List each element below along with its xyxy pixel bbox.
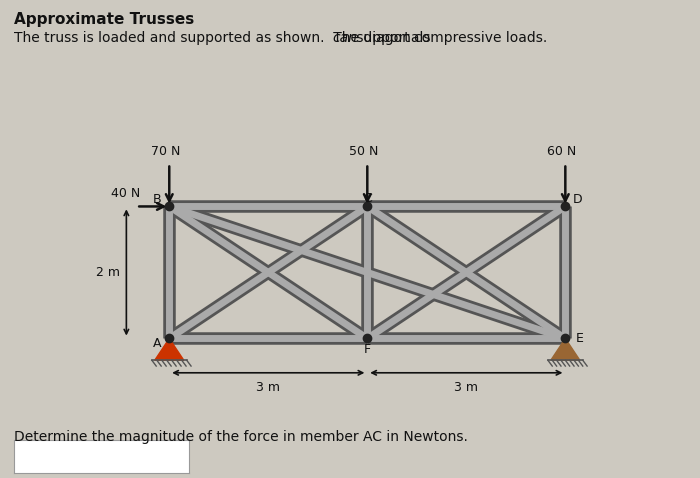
- Text: E: E: [576, 332, 584, 345]
- Text: Approximate Trusses: Approximate Trusses: [14, 12, 195, 27]
- Text: 2 m: 2 m: [96, 266, 120, 279]
- Text: F: F: [364, 343, 371, 356]
- Text: D: D: [573, 193, 582, 206]
- Text: The truss is loaded and supported as shown.  The diagonals: The truss is loaded and supported as sho…: [14, 31, 435, 45]
- Text: Determine the magnitude of the force in member AC in Newtons.: Determine the magnitude of the force in …: [14, 430, 468, 444]
- Polygon shape: [155, 338, 184, 360]
- Text: A: A: [153, 337, 162, 350]
- Text: 60 N: 60 N: [547, 145, 577, 158]
- Text: 50 N: 50 N: [349, 145, 379, 158]
- Text: C: C: [363, 192, 372, 205]
- Polygon shape: [551, 338, 580, 360]
- Text: 3 m: 3 m: [454, 381, 478, 394]
- Text: can: can: [332, 31, 358, 45]
- Text: B: B: [153, 193, 162, 206]
- Text: 3 m: 3 m: [256, 381, 280, 394]
- Text: support compressive loads.: support compressive loads.: [352, 31, 547, 45]
- Text: 70 N: 70 N: [151, 145, 181, 158]
- Text: 40 N: 40 N: [111, 187, 141, 200]
